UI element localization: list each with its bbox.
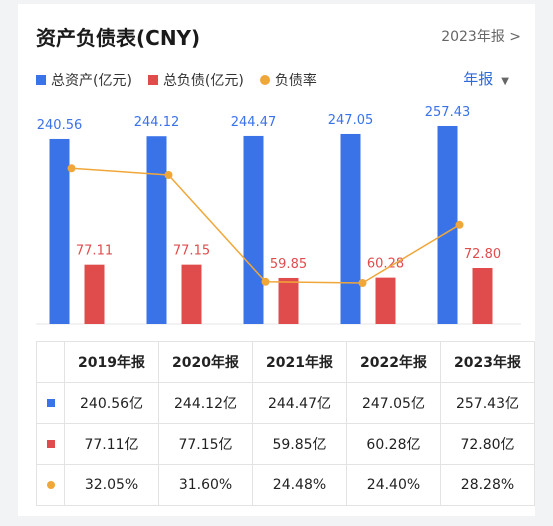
- liability-data-label: 59.85: [270, 257, 307, 272]
- table-cell: 59.85亿: [252, 423, 347, 465]
- table-cell: 77.15亿: [158, 423, 253, 465]
- table-header-cell: 2021年报: [252, 341, 347, 383]
- chart-legend: 总资产(亿元) 总负债(亿元) 负债率: [36, 70, 333, 90]
- liability-bar: [472, 268, 493, 324]
- table-header-cell: 2019年报: [64, 341, 160, 383]
- liability-data-label: 77.11: [76, 244, 113, 259]
- asset-data-label: 244.12: [134, 115, 180, 130]
- row-marker: [35, 423, 66, 465]
- table-row-liabilities: 77.11亿 77.15亿 59.85亿 60.28亿 72.80亿: [35, 423, 536, 465]
- table-cell: 257.43亿: [439, 382, 536, 424]
- liability-data-label: 60.28: [367, 257, 404, 272]
- liabilities-square-icon: [46, 440, 55, 448]
- legend-label-assets: 总资产(亿元): [51, 73, 132, 89]
- ratio-dot-icon: [259, 75, 270, 85]
- table-cell: 240.56亿: [64, 382, 160, 424]
- asset-bar: [49, 138, 70, 324]
- legend-item-assets[interactable]: 总资产(亿元): [36, 70, 132, 90]
- asset-bar: [146, 136, 167, 324]
- table-cell: 24.48%: [252, 464, 347, 506]
- legend-label-ratio: 负债率: [274, 73, 317, 89]
- table-cell: 31.60%: [158, 464, 253, 506]
- asset-data-label: 247.05: [328, 113, 374, 128]
- asset-bar: [243, 135, 264, 324]
- table-cell: 247.05亿: [345, 382, 441, 424]
- liabilities-square-icon: [147, 75, 158, 85]
- liability-bar: [375, 277, 396, 324]
- debt-ratio-point: [455, 220, 464, 229]
- table-cell: 60.28亿: [345, 423, 441, 465]
- table-header-row: 2019年报 2020年报 2021年报 2022年报 2023年报: [35, 341, 536, 383]
- table-cell: 244.12亿: [158, 382, 253, 424]
- balance-sheet-chart: 240.56 77.11 244.12 77.15 244.47 59.85 247.05 6…: [36, 105, 521, 325]
- legend-label-liabilities: 总负债(亿元): [162, 73, 244, 89]
- asset-data-label: 257.43: [425, 105, 471, 120]
- liability-bar: [84, 264, 105, 324]
- table-row-assets: 240.56亿 244.12亿 244.47亿 247.05亿 257.43亿: [35, 382, 536, 424]
- table-header-cell: 2020年报: [158, 341, 253, 383]
- row-marker: [35, 464, 66, 506]
- assets-square-icon: [46, 399, 55, 407]
- liability-data-label: 77.15: [173, 244, 210, 259]
- table-cell: 24.40%: [345, 464, 441, 506]
- asset-data-label: 240.56: [37, 118, 83, 133]
- ratio-dot-icon: [46, 481, 55, 489]
- table-cell: 77.11亿: [64, 423, 160, 465]
- table-header-cell: 2023年报: [439, 341, 536, 383]
- period-select-value: 年报: [463, 70, 494, 88]
- asset-bar: [437, 125, 458, 324]
- table-header-cell: 2022年报: [345, 341, 441, 383]
- period-select[interactable]: 年报 ▼: [463, 68, 509, 89]
- annual-report-link[interactable]: 2023年报 >: [441, 29, 521, 45]
- legend-item-liabilities[interactable]: 总负债(亿元): [147, 70, 244, 90]
- liability-bar: [181, 264, 202, 324]
- debt-ratio-point: [358, 279, 367, 287]
- assets-square-icon: [36, 75, 46, 85]
- row-marker: [35, 382, 66, 424]
- table-header-marker: [35, 341, 66, 383]
- liability-bar: [278, 277, 299, 324]
- table-row-ratio: 32.05% 31.60% 24.48% 24.40% 28.28%: [35, 464, 536, 506]
- balance-sheet-card: 资产负债表(CNY) 2023年报 > 总资产(亿元) 总负债(亿元) 负债率 …: [18, 4, 536, 516]
- debt-ratio-point: [67, 164, 76, 173]
- asset-bar: [340, 133, 361, 324]
- asset-data-label: 244.47: [231, 115, 277, 130]
- chevron-down-icon: ▼: [501, 76, 509, 87]
- table-cell: 244.47亿: [252, 382, 347, 424]
- table-cell: 72.80亿: [439, 423, 536, 465]
- table-cell: 28.28%: [439, 464, 536, 506]
- debt-ratio-point: [261, 277, 270, 286]
- debt-ratio-point: [164, 171, 173, 179]
- legend-item-ratio[interactable]: 负债率: [259, 70, 317, 90]
- liability-data-label: 72.80: [464, 247, 501, 262]
- data-table: 2019年报 2020年报 2021年报 2022年报 2023年报 240.5…: [35, 341, 536, 506]
- table-cell: 32.05%: [64, 464, 160, 506]
- page-title: 资产负债表(CNY): [36, 26, 201, 50]
